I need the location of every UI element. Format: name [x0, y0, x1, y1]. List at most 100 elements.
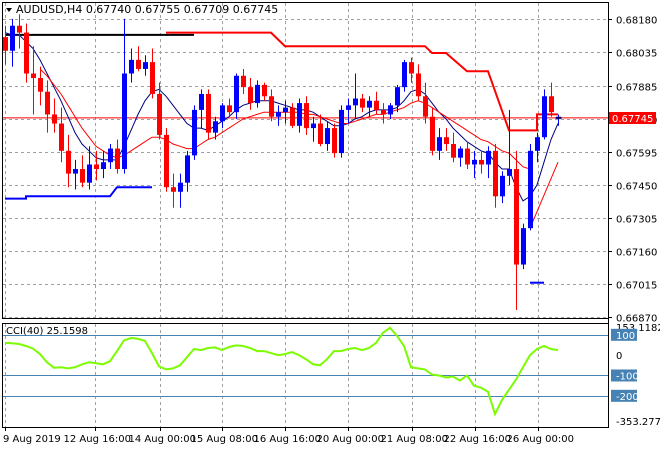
- price-tick-label: 0.67595: [616, 149, 657, 160]
- candle-body: [528, 150, 533, 229]
- candle-body: [262, 84, 267, 97]
- candle-body: [493, 150, 498, 197]
- candle-body: [276, 112, 281, 117]
- time-tick-label: 15 Aug 08:00: [191, 434, 258, 445]
- candle-body: [73, 169, 78, 174]
- candle-body: [507, 169, 512, 176]
- candle-body: [325, 128, 330, 145]
- candle-body: [255, 84, 260, 104]
- cci-tick-label: 0: [616, 351, 622, 362]
- current-price-label: 0.67745: [612, 114, 653, 125]
- candle-body: [248, 87, 253, 104]
- candle-body: [283, 107, 288, 113]
- ma-slow-tail: [529, 162, 559, 229]
- cci-tick-label: 153.1182: [616, 323, 660, 334]
- candle-body: [220, 105, 225, 122]
- candle-body: [374, 100, 379, 110]
- candle-body: [500, 175, 505, 197]
- candle-body: [101, 162, 106, 170]
- candle-body: [332, 128, 337, 154]
- price-tick-label: 0.67885: [616, 83, 657, 94]
- candle-body: [430, 116, 435, 151]
- candle-body: [213, 121, 218, 133]
- price-tick-label: 0.67305: [616, 215, 657, 226]
- main-panel-frame: [2, 2, 609, 319]
- candle-body: [388, 105, 393, 115]
- cci-level-box: [611, 328, 637, 341]
- price-tick-label: 0.67015: [616, 281, 657, 292]
- candle-body: [3, 37, 8, 51]
- candle-body: [514, 169, 519, 265]
- candle-body: [290, 107, 295, 126]
- candle-body: [409, 62, 414, 74]
- time-tick-label: 22 Aug 16:00: [444, 434, 511, 445]
- candle-body: [269, 96, 274, 117]
- candles: [3, 14, 562, 311]
- candle-body: [150, 62, 155, 94]
- cci-title: CCI(40) 25.1598: [6, 326, 88, 337]
- candle-body: [87, 164, 92, 183]
- time-tick-label: 14 Aug 00:00: [129, 434, 196, 445]
- candle-body: [206, 93, 211, 133]
- time-tick-label: 21 Aug 08:00: [381, 434, 448, 445]
- candle-body: [199, 93, 204, 110]
- candle-body: [122, 73, 127, 170]
- candle-body: [136, 59, 141, 69]
- candle-body: [367, 100, 372, 108]
- cci-tick-label: -200: [616, 392, 639, 403]
- candle-body: [297, 103, 302, 126]
- candle-body: [423, 96, 428, 117]
- candle-body: [318, 123, 323, 145]
- candle-body: [192, 109, 197, 156]
- time-tick-label: 9 Aug 2019: [3, 434, 61, 445]
- candle-body: [94, 164, 99, 170]
- candle-body: [45, 91, 50, 115]
- candle-body: [234, 75, 239, 113]
- current-price-box: [609, 112, 656, 124]
- candle-body: [227, 105, 232, 113]
- candle-body: [549, 96, 554, 113]
- hi-channel: [166, 31, 558, 132]
- time-tick-label: 26 Aug 00:00: [507, 434, 574, 445]
- candle-body: [38, 78, 43, 92]
- candle-body: [542, 96, 547, 138]
- candle-body: [129, 59, 134, 74]
- cci-level-box: [611, 369, 637, 382]
- collapse-arrow-icon[interactable]: [6, 8, 12, 12]
- candle-body: [451, 144, 456, 158]
- price-tick-label: 0.68180: [616, 16, 657, 27]
- candle-body: [24, 32, 29, 74]
- candle-body: [486, 150, 491, 165]
- candle-body: [164, 134, 169, 188]
- candle-body: [31, 73, 36, 79]
- candle-body: [185, 155, 190, 183]
- candle-body: [472, 159, 477, 165]
- price-tick-label: 0.67160: [616, 248, 657, 259]
- candle-body: [479, 159, 484, 165]
- candle-body: [311, 123, 316, 129]
- candle-body: [353, 98, 358, 106]
- symbol-readout: AUDUSD,H4 0.67740 0.67755 0.67709 0.6774…: [16, 3, 278, 16]
- candle-body: [416, 73, 421, 97]
- lo-channel: [5, 186, 152, 200]
- candle-body: [143, 62, 148, 69]
- cci-tick-label: 100: [616, 331, 635, 342]
- candle-body: [115, 148, 120, 170]
- candle-body: [444, 137, 449, 145]
- candle-body: [395, 87, 400, 106]
- candle-body: [465, 148, 470, 165]
- candle-body: [346, 105, 351, 110]
- cci-tick-label: -353.2778: [616, 417, 660, 428]
- price-axis: 0.681800.680350.678850.677400.675950.674…: [608, 16, 657, 325]
- candle-body: [178, 182, 183, 192]
- candle-body: [304, 103, 309, 129]
- time-tick-label: 20 Aug 00:00: [317, 434, 384, 445]
- candle-body: [458, 148, 463, 158]
- candle-body: [241, 75, 246, 88]
- time-tick-label: 12 Aug 16:00: [64, 434, 131, 445]
- candle-body: [535, 137, 540, 151]
- candle-body: [521, 228, 526, 265]
- candle-body: [157, 93, 162, 135]
